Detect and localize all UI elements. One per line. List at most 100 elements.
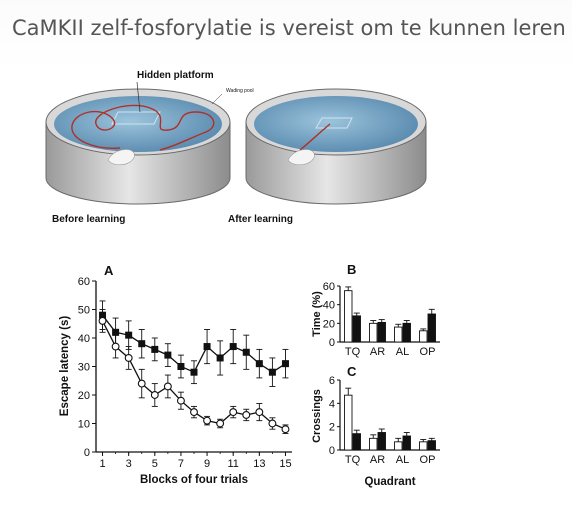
data-point-circle xyxy=(281,425,290,434)
swim-path xyxy=(299,123,331,151)
after-learning-label: After learning xyxy=(228,214,293,225)
data-point-square xyxy=(190,368,198,376)
data-point-circle xyxy=(150,391,159,399)
y-axis-title: Crossings xyxy=(311,389,323,443)
bar-open xyxy=(394,326,403,343)
x-axis-title: Blocks of four trials xyxy=(140,474,248,486)
before-learning-label: Before learning xyxy=(52,214,125,225)
y-tick-label: 60 xyxy=(323,281,335,293)
bar-open xyxy=(369,322,378,343)
data-point-square xyxy=(177,363,185,370)
category-label: AL xyxy=(396,346,409,358)
x-tick-label: 9 xyxy=(204,458,210,470)
y-tick-label: 20 xyxy=(78,390,90,402)
data-point-circle xyxy=(163,382,172,391)
x-tick-label: 7 xyxy=(178,458,184,470)
slide-title: CaMKII zelf-fosforylatie is vereist om t… xyxy=(12,16,566,40)
data-point-circle xyxy=(229,408,238,417)
y-tick-label: 2 xyxy=(329,422,335,434)
y-tick-label: 0 xyxy=(329,337,335,349)
wading-pool-label: Wading pool xyxy=(226,88,254,94)
category-label: AR xyxy=(370,454,385,466)
platform-pointer xyxy=(136,81,141,113)
category-label: AL xyxy=(396,454,409,466)
bar-filled xyxy=(427,440,436,451)
y-tick-label: 60 xyxy=(78,276,90,288)
y-axis-title: Time (%) xyxy=(311,291,323,337)
y-tick-label: 6 xyxy=(329,375,335,387)
wading-pool-pointer xyxy=(211,93,223,105)
pool-after-learning xyxy=(245,88,427,205)
data-point-circle xyxy=(242,411,251,419)
data-point-square xyxy=(216,354,224,362)
data-point-circle xyxy=(111,342,120,351)
x-tick-label: 15 xyxy=(279,458,291,470)
data-point-circle xyxy=(137,379,146,388)
x-tick-label: 3 xyxy=(126,458,132,470)
category-label: TQ xyxy=(345,454,361,466)
x-tick-label: 11 xyxy=(227,458,238,470)
chart-b-time-percent: 0 20 40 60 TQ AR AL OP B Time (%) xyxy=(311,262,440,358)
data-point-square xyxy=(281,360,289,368)
hidden-platform-label: Hidden platform xyxy=(137,70,214,81)
data-point-square xyxy=(229,343,237,351)
data-point-square xyxy=(268,368,276,376)
category-label: OP xyxy=(420,454,436,466)
data-point-circle xyxy=(255,408,264,417)
bar-open xyxy=(369,437,378,451)
data-point-circle xyxy=(98,316,107,325)
bar-filled xyxy=(402,435,411,451)
y-tick-label: 4 xyxy=(329,398,335,410)
y-tick-label: 10 xyxy=(78,419,90,431)
y-tick-label: 40 xyxy=(78,333,90,345)
data-point-square xyxy=(112,328,120,336)
y-tick-label: 30 xyxy=(78,362,90,374)
y-tick-label: 0 xyxy=(329,445,335,457)
data-point-circle xyxy=(216,419,225,428)
data-point-circle xyxy=(176,396,185,405)
panel-label: B xyxy=(347,262,356,277)
bar-open xyxy=(419,330,428,343)
bar-filled xyxy=(352,433,361,451)
x-axis-title: Quadrant xyxy=(364,476,415,488)
data-point-square xyxy=(203,343,211,351)
category-label: OP xyxy=(420,346,436,358)
y-tick-label: 40 xyxy=(323,300,335,312)
bar-filled xyxy=(377,432,386,451)
bar-filled xyxy=(402,322,411,343)
bar-filled xyxy=(377,321,386,343)
chart-c-crossings: 0 2 4 6 TQ AR AL OP C Crossings Quadrant xyxy=(311,364,440,488)
bar-open xyxy=(419,441,428,451)
rat-icon xyxy=(287,149,315,166)
panel-label: C xyxy=(347,364,357,379)
pool-before-learning xyxy=(45,88,231,205)
platform-outline xyxy=(315,117,353,129)
bar-open xyxy=(394,441,403,451)
category-label: AR xyxy=(370,346,385,358)
data-point-square xyxy=(138,340,146,348)
data-point-circle xyxy=(203,416,212,425)
data-point-square xyxy=(164,351,172,359)
x-tick-label: 13 xyxy=(253,458,265,470)
category-label: TQ xyxy=(345,346,361,358)
data-point-square xyxy=(125,331,133,339)
data-point-square xyxy=(151,345,159,353)
data-point-circle xyxy=(268,419,277,428)
rat-icon xyxy=(107,149,135,166)
bar-filled xyxy=(352,315,361,343)
swim-path xyxy=(71,104,215,151)
x-tick-label: 1 xyxy=(99,458,105,470)
y-tick-label: 0 xyxy=(84,447,90,459)
panel-label: A xyxy=(104,263,114,278)
bar-open xyxy=(344,394,353,451)
bar-open xyxy=(344,290,353,343)
y-tick-label: 50 xyxy=(78,305,90,317)
y-axis-title: Escape latency (s) xyxy=(59,316,71,417)
y-tick-label: 20 xyxy=(323,318,335,330)
data-point-square xyxy=(242,348,250,356)
data-point-circle xyxy=(124,354,133,362)
data-point-square xyxy=(255,360,263,368)
